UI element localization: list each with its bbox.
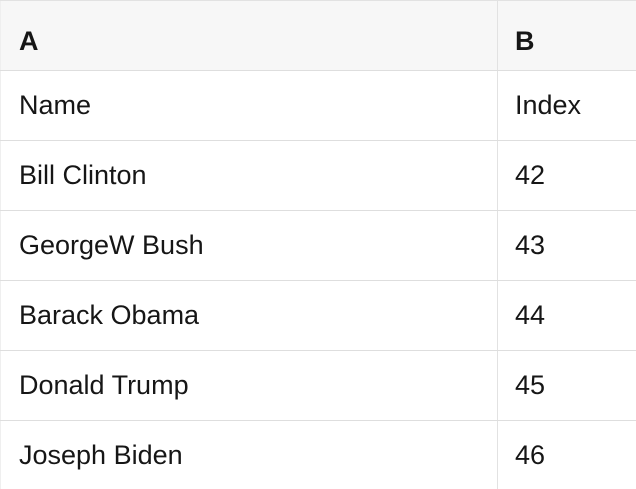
cell-name-barack-obama[interactable]: Barack Obama: [0, 280, 498, 351]
table-row: Barack Obama 44: [0, 280, 636, 351]
table-row: Name Index: [0, 70, 636, 141]
table-row: Donald Trump 45: [0, 350, 636, 421]
cell-index-42[interactable]: 42: [497, 140, 636, 211]
cell-name-header[interactable]: Name: [0, 70, 498, 141]
column-header-row: A B: [0, 0, 636, 71]
cell-index-header[interactable]: Index: [497, 70, 636, 141]
cell-name-georgew-bush[interactable]: GeorgeW Bush: [0, 210, 498, 281]
table-row: Bill Clinton 42: [0, 140, 636, 211]
table-row: GeorgeW Bush 43: [0, 210, 636, 281]
cell-index-46[interactable]: 46: [497, 420, 636, 489]
column-header-a[interactable]: A: [0, 0, 498, 71]
cell-name-bill-clinton[interactable]: Bill Clinton: [0, 140, 498, 211]
cell-index-43[interactable]: 43: [497, 210, 636, 281]
column-header-b[interactable]: B: [497, 0, 636, 71]
cell-index-44[interactable]: 44: [497, 280, 636, 351]
cell-index-45[interactable]: 45: [497, 350, 636, 421]
cell-name-donald-trump[interactable]: Donald Trump: [0, 350, 498, 421]
table-row: Joseph Biden 46: [0, 420, 636, 489]
cell-name-joseph-biden[interactable]: Joseph Biden: [0, 420, 498, 489]
